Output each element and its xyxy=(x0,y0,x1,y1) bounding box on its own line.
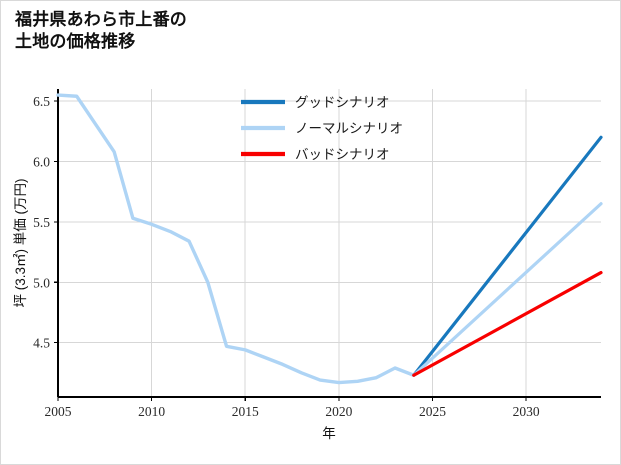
series-line-0 xyxy=(56,93,416,385)
x-tick-label: 2025 xyxy=(419,404,446,419)
y-tick-labels: 4.5 5.0 5.5 6.0 6.5 xyxy=(33,94,50,351)
x-tick-labels: 2005 2010 2015 2020 2025 2030 xyxy=(45,404,540,419)
legend-label-1: ノーマルシナリオ xyxy=(295,121,403,136)
series-line-1 xyxy=(412,135,603,377)
axis-tick-marks xyxy=(54,100,527,401)
legend-label-0: グッドシナリオ xyxy=(295,95,390,110)
x-tick-label: 2020 xyxy=(325,404,352,419)
x-tick-label: 2005 xyxy=(45,404,72,419)
y-tick-label: 5.5 xyxy=(33,215,50,230)
legend-label-2: バッドシナリオ xyxy=(295,147,390,162)
x-tick-label: 2010 xyxy=(138,404,165,419)
y-tick-label: 4.5 xyxy=(33,336,50,351)
series-line-3 xyxy=(412,270,603,377)
y-tick-label: 5.0 xyxy=(33,275,50,290)
x-tick-label: 2030 xyxy=(513,404,540,419)
series-line-2 xyxy=(412,202,603,377)
axis-spines xyxy=(57,89,601,398)
y-tick-label: 6.0 xyxy=(33,154,50,169)
y-axis-title: 坪 (3.3㎡) 単価 (万円) xyxy=(13,178,28,307)
y-axis-title-text: 坪 (3.3㎡) 単価 (万円) xyxy=(13,178,28,307)
y-tick-label: 6.5 xyxy=(33,94,50,109)
page-title: 福井県あわら市上番の 土地の価格推移 xyxy=(15,10,187,52)
x-tick-label: 2015 xyxy=(232,404,259,419)
data-series-layer xyxy=(56,93,603,385)
x-axis-title: 年 xyxy=(322,426,336,441)
